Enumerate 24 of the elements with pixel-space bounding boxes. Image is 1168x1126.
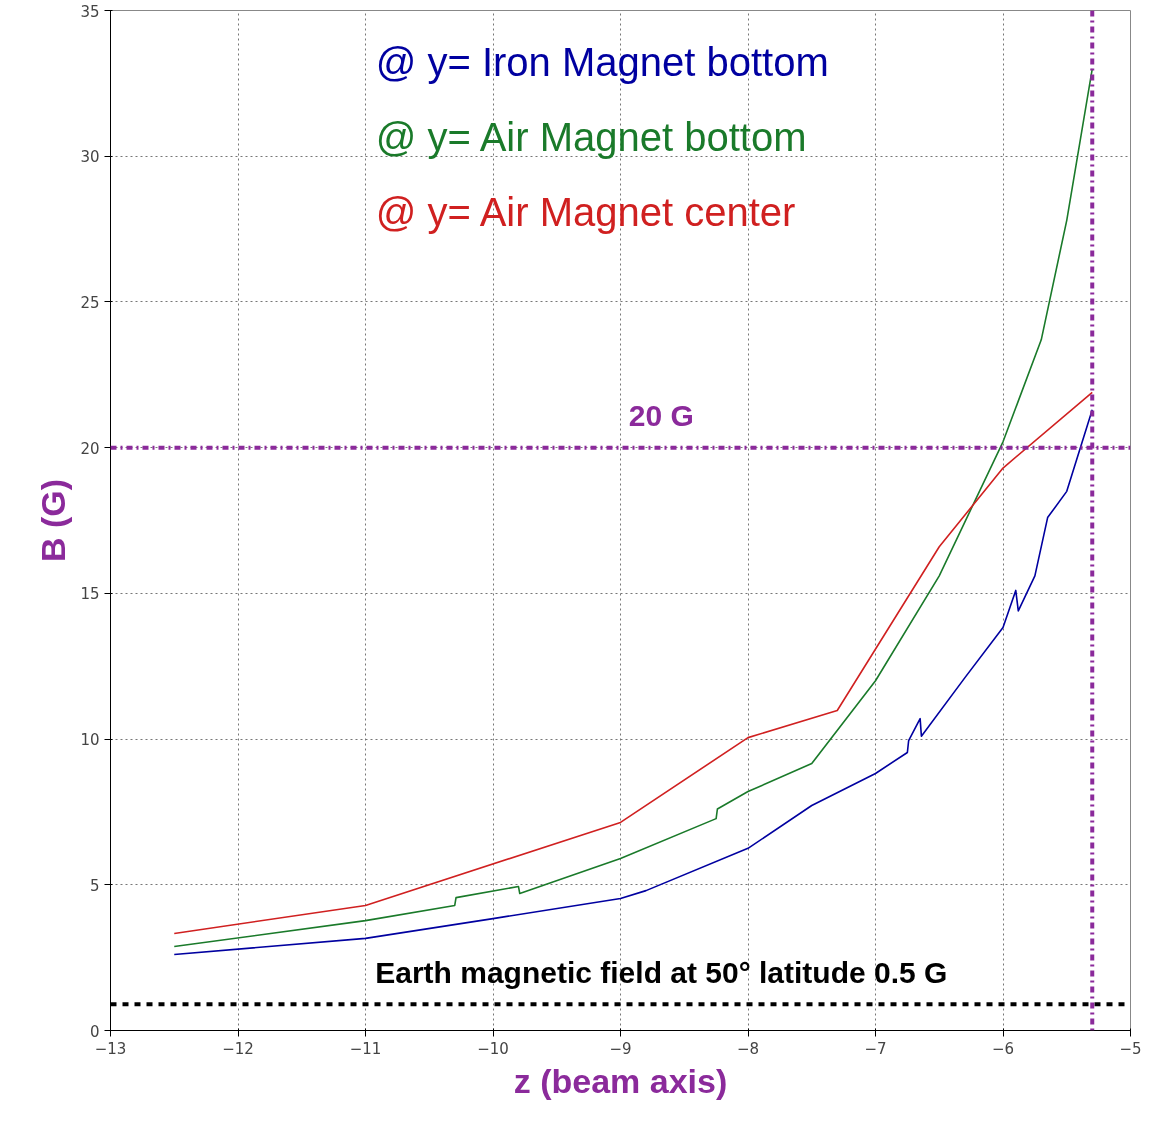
ref-line-label: 20 G — [628, 399, 694, 433]
x-tick-label: −5 — [1119, 1039, 1142, 1058]
x-axis-title: z (beam axis) — [513, 1061, 728, 1100]
y-tick-label: 35 — [80, 2, 100, 21]
y-tick-label: 30 — [80, 148, 100, 167]
text: @ y= Iron Magnet bottom — [375, 39, 829, 84]
y-tick-label: 20 — [80, 439, 100, 458]
y-tick-label: 5 — [89, 876, 100, 895]
x-tick-label: −13 — [94, 1039, 127, 1058]
x-tick-label: −9 — [609, 1039, 632, 1058]
y-tick-label: 25 — [80, 293, 100, 312]
y-axis-title: B (G) — [34, 478, 73, 563]
text: @ y= Air Magnet bottom — [375, 114, 807, 159]
x-tick-label: −6 — [991, 1039, 1015, 1058]
x-tick-label: −11 — [349, 1039, 382, 1058]
x-tick-label: −7 — [864, 1039, 887, 1058]
y-tick-label: 15 — [80, 585, 100, 604]
text: @ y= Air Magnet center — [375, 190, 796, 235]
y-tick-label: 10 — [80, 731, 100, 750]
y-tick-label: 0 — [89, 1022, 100, 1041]
ref-line-label: Earth magnetic field at 50° latitude 0.5 G — [375, 955, 948, 989]
x-tick-label: −8 — [736, 1039, 760, 1058]
x-tick-label: −12 — [222, 1039, 254, 1058]
x-tick-label: −10 — [477, 1039, 509, 1058]
